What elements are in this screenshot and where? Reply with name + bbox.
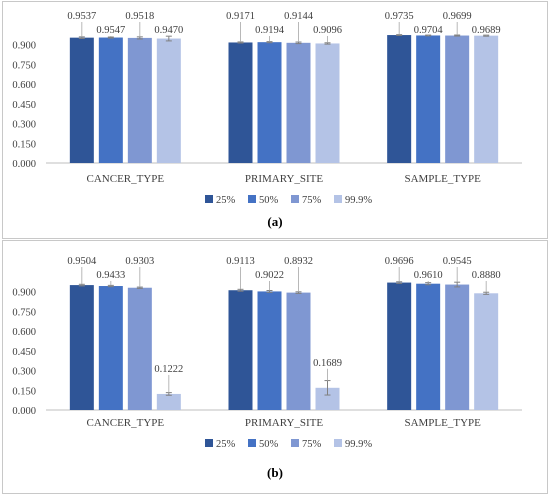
bar	[228, 42, 253, 163]
y-tick-label: 0.450	[12, 347, 36, 358]
data-label: 0.1689	[313, 358, 342, 369]
bar	[474, 293, 499, 410]
data-label: 0.9696	[385, 256, 414, 267]
data-label: 0.1222	[154, 364, 183, 375]
data-label: 0.9704	[414, 25, 444, 36]
legend-swatch	[334, 439, 342, 447]
y-tick-label: 0.750	[12, 307, 36, 318]
bar	[156, 38, 181, 164]
bar	[127, 37, 152, 164]
data-label: 0.9504	[67, 256, 97, 267]
legend-label: 75%	[302, 439, 322, 450]
y-tick-label: 0.300	[12, 120, 36, 131]
y-tick-label: 0.450	[12, 100, 36, 111]
chart-panel-a: 0.000 0.150 0.300 0.450 0.600 0.750 0.900 0.953…	[0, 0, 550, 239]
legend-label: 99.9%	[345, 195, 372, 206]
bar-chart-b: 0.000 0.150 0.300 0.450 0.600 0.750 0.900 0.950…	[12, 256, 522, 450]
bar	[69, 37, 94, 163]
data-label: 0.9022	[255, 270, 284, 281]
y-tick-label: 0.150	[12, 386, 36, 397]
y-tick-label: 0.600	[12, 80, 36, 91]
data-label: 0.9537	[67, 11, 96, 22]
data-label: 0.9433	[96, 270, 125, 281]
legend-label: 25%	[216, 439, 236, 450]
bar	[387, 35, 412, 163]
category-label: SAMPLE_TYPE	[404, 173, 481, 185]
panel-border	[2, 1, 548, 239]
y-tick-label: 0.750	[12, 60, 36, 71]
legend-label: 75%	[302, 195, 322, 206]
legend-swatch	[248, 195, 256, 203]
y-tick-label: 0.300	[12, 367, 36, 378]
y-tick-label: 0.900	[12, 288, 36, 299]
bar	[445, 284, 470, 410]
chart-panel-b: 0.000 0.150 0.300 0.450 0.600 0.750 0.900 0.950…	[0, 239, 550, 494]
bar	[416, 35, 441, 163]
legend-swatch	[205, 439, 213, 447]
bar	[156, 393, 181, 410]
data-label: 0.9545	[443, 256, 472, 267]
bar	[98, 37, 123, 163]
bar	[257, 291, 282, 410]
category-label: CANCER_TYPE	[87, 417, 165, 429]
data-label: 0.8880	[472, 270, 501, 281]
data-label: 0.9096	[313, 25, 342, 36]
data-label: 0.9699	[443, 11, 472, 22]
bar	[286, 42, 311, 163]
data-label: 0.9610	[414, 270, 443, 281]
legend-swatch	[248, 439, 256, 447]
legend-swatch	[291, 195, 299, 203]
y-tick-label: 0.900	[12, 41, 36, 52]
category-label: PRIMARY_SITE	[245, 173, 324, 185]
data-label: 0.9547	[96, 25, 125, 36]
data-label: 0.9735	[385, 11, 414, 22]
panel-caption-a: (a)	[267, 214, 283, 229]
bar	[474, 35, 499, 163]
legend-swatch	[291, 439, 299, 447]
y-tick-label: 0.000	[12, 159, 36, 170]
data-label: 0.9113	[226, 256, 255, 267]
bar	[98, 286, 123, 410]
bar	[127, 287, 152, 410]
panel-caption-b: (b)	[267, 465, 283, 480]
bar	[257, 42, 282, 164]
y-tick-label: 0.000	[12, 406, 36, 417]
legend-label: 50%	[259, 195, 279, 206]
data-label: 0.9171	[226, 11, 255, 22]
data-label: 0.9689	[472, 25, 501, 36]
bar	[228, 290, 253, 410]
legend-label: 99.9%	[345, 439, 372, 450]
data-label: 0.9144	[284, 11, 314, 22]
data-label: 0.8932	[284, 256, 313, 267]
category-label: SAMPLE_TYPE	[404, 417, 481, 429]
bar	[315, 43, 340, 163]
bar-chart-a: 0.000 0.150 0.300 0.450 0.600 0.750 0.900 0.953…	[12, 11, 522, 206]
bar	[445, 35, 470, 163]
bar	[69, 285, 94, 410]
y-tick-label: 0.150	[12, 139, 36, 150]
bar	[315, 387, 340, 410]
category-label: PRIMARY_SITE	[245, 417, 324, 429]
bar	[416, 283, 441, 410]
legend-label: 50%	[259, 439, 279, 450]
bar	[387, 282, 412, 410]
legend-swatch	[334, 195, 342, 203]
category-label: CANCER_TYPE	[87, 173, 165, 185]
legend-swatch	[205, 195, 213, 203]
legend-label: 25%	[216, 195, 236, 206]
data-label: 0.9194	[255, 25, 285, 36]
bar	[286, 292, 311, 410]
data-label: 0.9518	[125, 11, 154, 22]
data-label: 0.9303	[125, 256, 154, 267]
y-tick-label: 0.600	[12, 327, 36, 338]
data-label: 0.9470	[154, 25, 183, 36]
